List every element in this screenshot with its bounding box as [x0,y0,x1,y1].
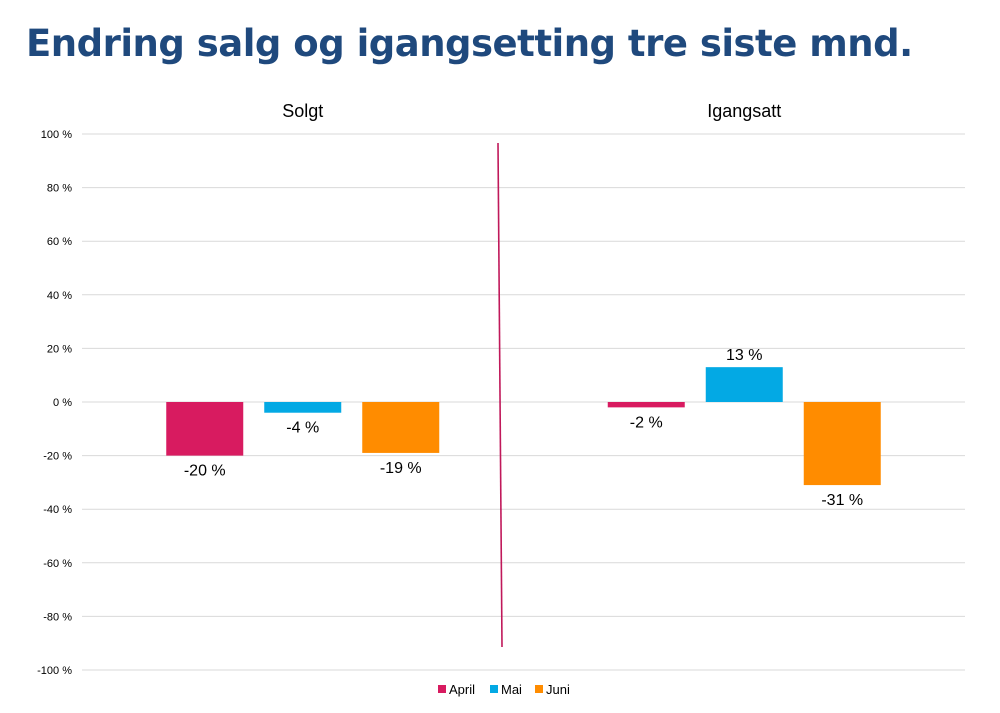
page-title: Endring salg og igangsetting tre siste m… [26,22,913,65]
panel-title: Igangsatt [707,101,781,121]
legend-label: Juni [546,682,570,697]
data-labels: -20 % -4 % -19 % -2 % 13 % -31 % [184,347,863,509]
y-axis: 100 % 80 % 60 % 40 % 20 % 0 % -20 % -40 % -60 % -… [37,129,72,677]
data-label: -2 % [630,414,663,431]
bar [607,402,685,408]
y-tick-label: 20 % [47,343,72,355]
data-label: -4 % [286,420,319,437]
y-tick-label: 40 % [47,290,72,302]
bar [362,402,440,453]
data-label: 13 % [726,347,762,364]
y-tick-label: 60 % [47,236,72,248]
data-label: -31 % [821,492,863,509]
legend-swatch [535,685,543,693]
data-label: -19 % [380,460,422,477]
legend-swatch [490,685,498,693]
legend: April Mai Juni [438,682,570,697]
y-tick-label: 100 % [41,129,72,141]
y-tick-label: -40 % [43,504,72,516]
y-tick-label: -80 % [43,611,72,623]
legend-label: Mai [501,682,522,697]
bar [166,402,244,456]
legend-swatch [438,685,446,693]
bar [705,367,783,402]
gridlines [82,133,965,671]
y-tick-label: 0 % [53,397,72,409]
bar [803,402,881,486]
y-tick-label: 80 % [47,183,72,195]
bar [264,402,342,413]
data-label: -20 % [184,463,226,480]
panel-title: Solgt [282,101,323,121]
panel-divider-line [497,142,503,648]
panel-titles: Solgt Igangsatt [282,101,781,121]
legend-label: April [449,682,475,697]
y-tick-label: -100 % [37,665,72,677]
y-tick-label: -20 % [43,451,72,463]
y-tick-label: -60 % [43,558,72,570]
bars [166,367,881,486]
